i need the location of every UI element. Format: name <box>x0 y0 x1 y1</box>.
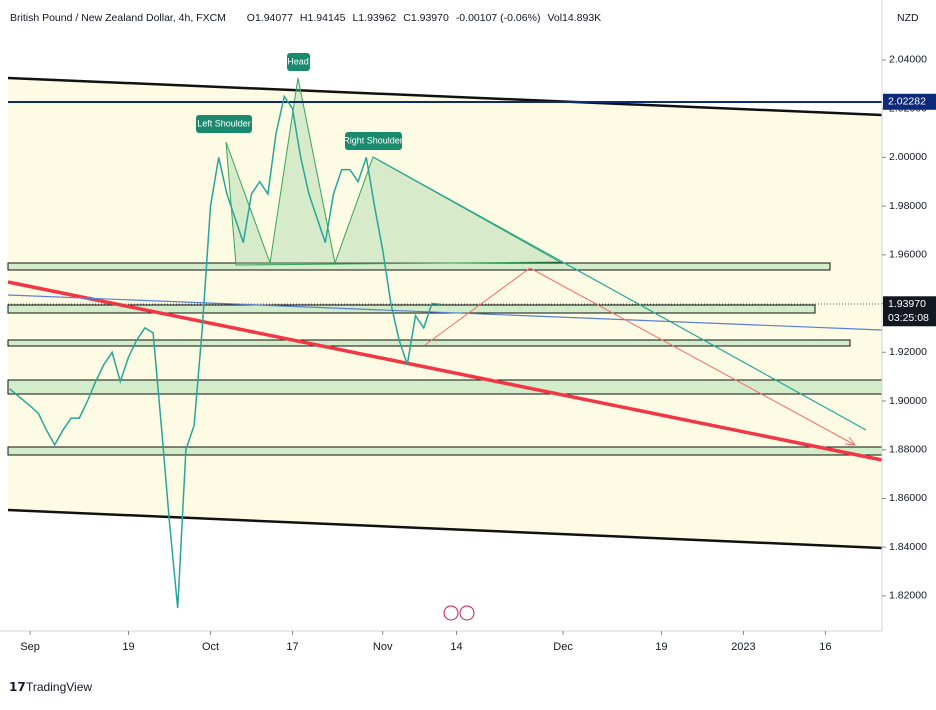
x-tick-label: Sep <box>20 641 40 653</box>
x-tick-label: Dec <box>553 641 573 653</box>
annotation: Left Shoulder <box>197 118 251 128</box>
head-shoulders <box>225 77 562 266</box>
x-tick-label: 14 <box>450 641 462 653</box>
x-tick-label: 19 <box>655 641 667 653</box>
label-box <box>345 132 402 150</box>
x-tick-label: 2023 <box>731 641 755 653</box>
currency: NZD <box>897 12 919 24</box>
y-tick-label: 1.98000 <box>889 200 927 212</box>
brand-logo: 𝟭𝟳 <box>9 680 26 694</box>
price-tag <box>883 296 936 327</box>
price-axis-bg <box>882 0 936 710</box>
y-tick-label: 1.84000 <box>889 541 927 553</box>
label-box <box>287 53 310 71</box>
zone <box>7 262 831 271</box>
x-tick-label: Oct <box>202 641 219 653</box>
price-tag <box>883 93 936 110</box>
y-tick-label: 2.04000 <box>889 54 927 66</box>
arrow-head <box>844 436 857 446</box>
series-layer <box>9 94 441 609</box>
y-tick-label: 1.90000 <box>889 395 927 407</box>
y-tick-label: 1.96000 <box>889 249 927 261</box>
ohlc-value: H1.94145 <box>300 12 346 24</box>
channel-top <box>7 76 883 117</box>
channel-bottom <box>7 508 883 550</box>
label-box <box>196 115 252 133</box>
neck-trend <box>372 156 867 431</box>
countdown: 03:25:08 <box>888 312 929 324</box>
event-icon[interactable] <box>443 605 459 621</box>
y-tick-label: 1.92000 <box>889 346 927 358</box>
ohlc-value: -0.00107 (-0.06%) <box>456 12 541 24</box>
price-tag-label: 1.93970 <box>888 298 926 310</box>
y-tick-label: 1.82000 <box>889 590 927 602</box>
annotation: Head <box>287 56 309 66</box>
price-line <box>9 94 441 609</box>
zone <box>7 339 851 347</box>
red-trend <box>7 280 883 462</box>
x-tick-label: 19 <box>122 641 134 653</box>
price-tag-label: 2.02282 <box>888 96 926 108</box>
zone <box>7 446 883 456</box>
brand: TradingView <box>26 680 92 694</box>
blue-trend <box>7 294 883 331</box>
zone <box>7 379 883 395</box>
time-axis-bg <box>0 631 936 710</box>
y-tick-label: 1.88000 <box>889 444 927 456</box>
chart-title: British Pound / New Zealand Dollar, 4h, … <box>10 12 226 24</box>
annotation: Right Shoulder <box>343 135 403 145</box>
y-tick-label: 1.86000 <box>889 492 927 504</box>
event-icon[interactable] <box>459 605 475 621</box>
x-tick-label: Nov <box>373 641 393 653</box>
ohlc-value: O1.94077 <box>247 12 293 24</box>
x-tick-label: 16 <box>819 641 831 653</box>
ohlc-value: L1.93962 <box>352 12 396 24</box>
projection <box>424 267 856 446</box>
ohlc-value: C1.93970 <box>403 12 449 24</box>
ohlc-value: Vol14.893K <box>547 12 601 24</box>
zone <box>7 304 816 314</box>
x-tick-label: 17 <box>286 641 298 653</box>
y-tick-label: 2.00000 <box>889 151 927 163</box>
